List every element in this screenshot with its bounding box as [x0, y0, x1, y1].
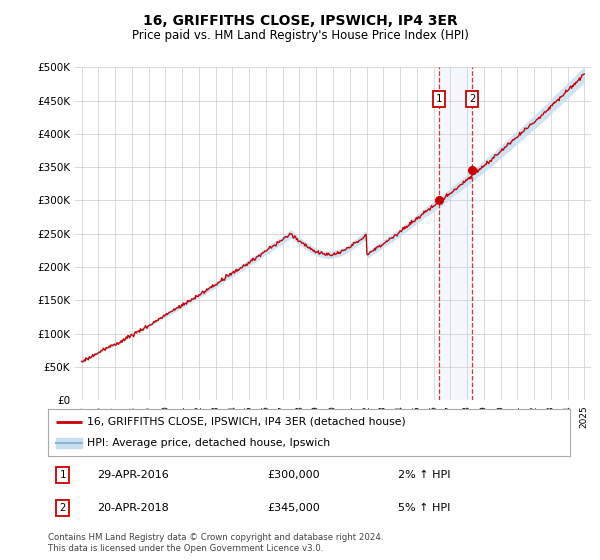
Text: 20-APR-2018: 20-APR-2018 — [98, 503, 169, 513]
Text: Contains HM Land Registry data © Crown copyright and database right 2024.
This d: Contains HM Land Registry data © Crown c… — [48, 533, 383, 553]
Text: HPI: Average price, detached house, Ipswich: HPI: Average price, detached house, Ipsw… — [87, 438, 330, 448]
Text: 2: 2 — [469, 94, 475, 104]
Text: £300,000: £300,000 — [267, 470, 320, 480]
Text: 29-APR-2016: 29-APR-2016 — [98, 470, 169, 480]
Text: £345,000: £345,000 — [267, 503, 320, 513]
Text: Price paid vs. HM Land Registry's House Price Index (HPI): Price paid vs. HM Land Registry's House … — [131, 29, 469, 42]
Text: 16, GRIFFITHS CLOSE, IPSWICH, IP4 3ER (detached house): 16, GRIFFITHS CLOSE, IPSWICH, IP4 3ER (d… — [87, 417, 406, 427]
Text: 2% ↑ HPI: 2% ↑ HPI — [398, 470, 450, 480]
Bar — [439, 67, 472, 400]
Text: 2: 2 — [59, 503, 66, 513]
Text: 1: 1 — [59, 470, 66, 480]
Text: 1: 1 — [436, 94, 442, 104]
Text: 16, GRIFFITHS CLOSE, IPSWICH, IP4 3ER: 16, GRIFFITHS CLOSE, IPSWICH, IP4 3ER — [143, 14, 457, 28]
Text: 5% ↑ HPI: 5% ↑ HPI — [398, 503, 450, 513]
